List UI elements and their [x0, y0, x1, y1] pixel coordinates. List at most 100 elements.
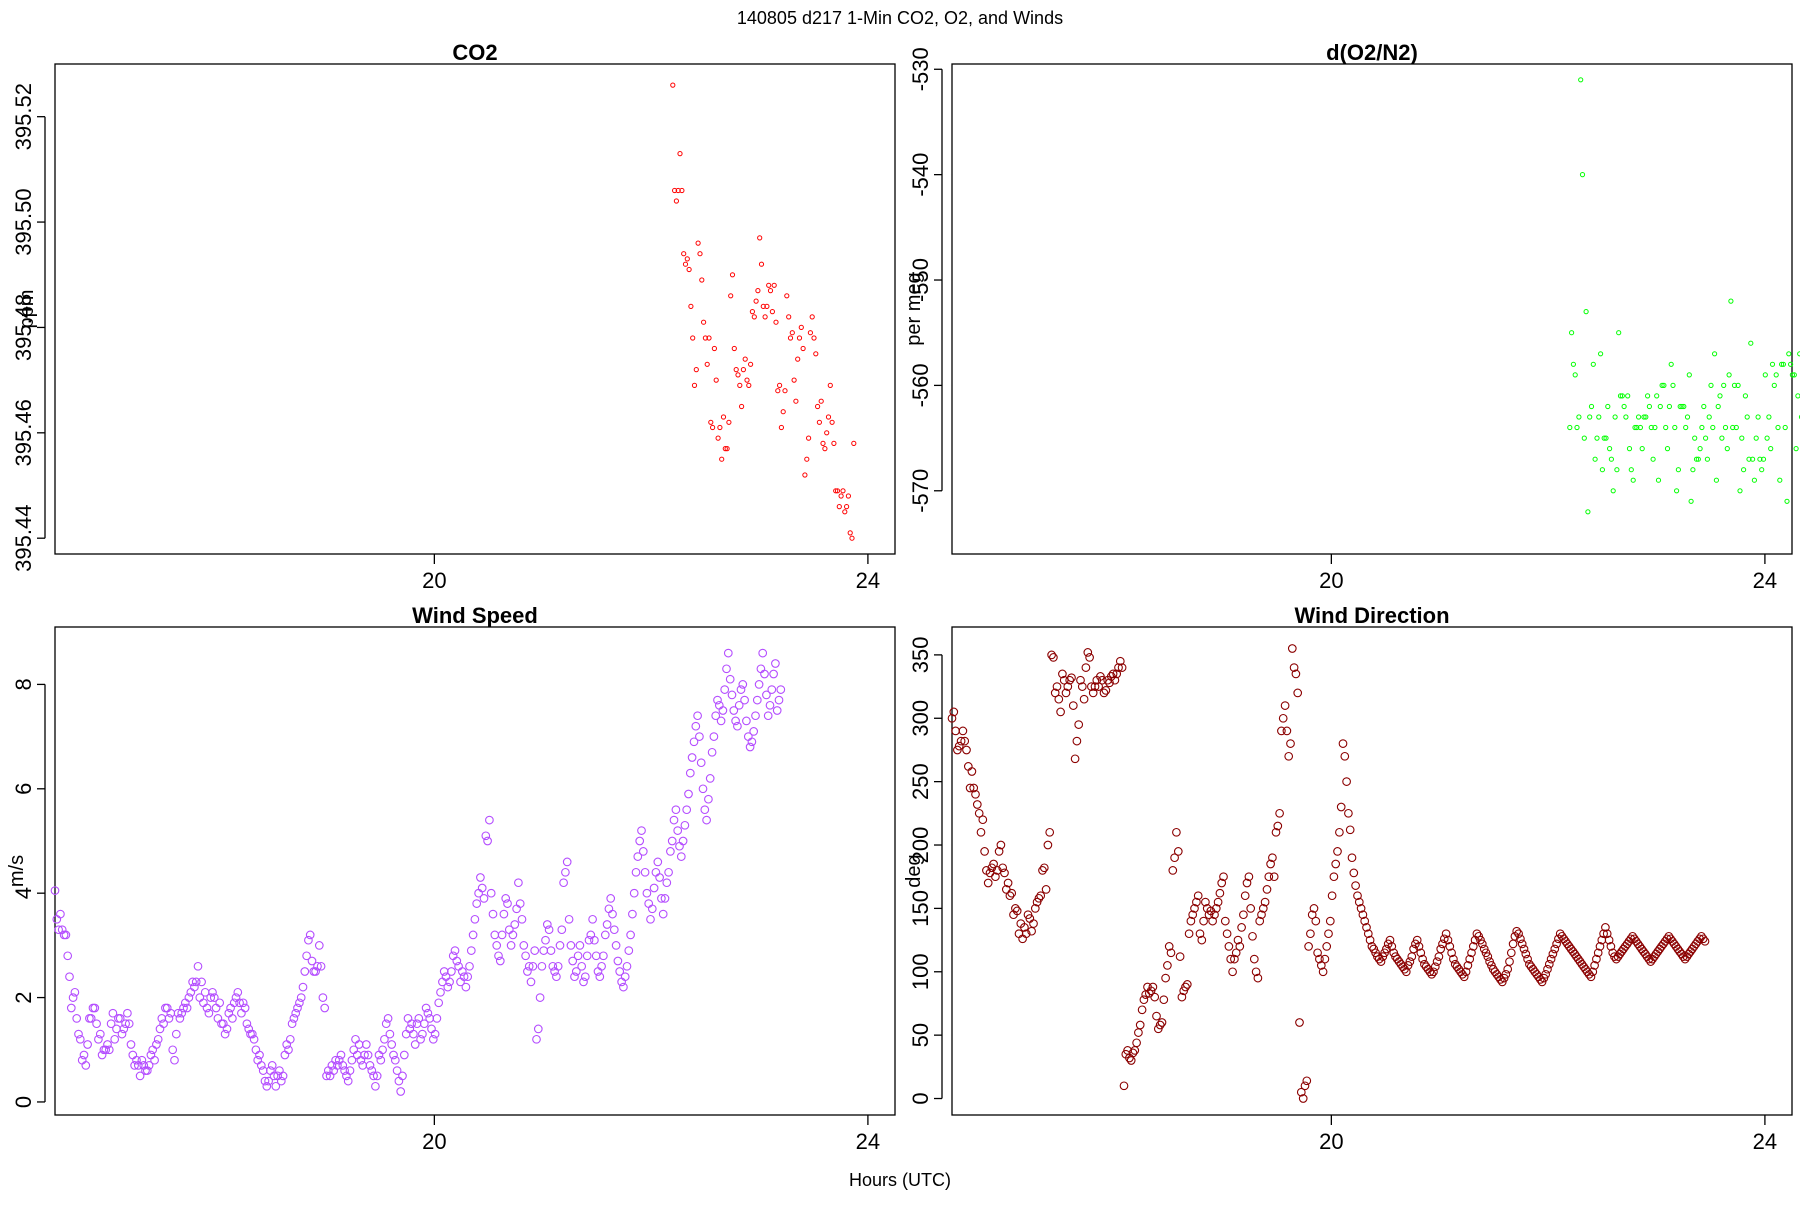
- ws-point: [608, 909, 617, 919]
- wd-point: [1418, 954, 1427, 964]
- o2-point: [1748, 340, 1754, 346]
- wd-point: [1541, 969, 1551, 979]
- wd-point: [958, 726, 968, 736]
- ws-ytick-label-3: 6: [11, 783, 36, 795]
- ws-point: [360, 1050, 369, 1060]
- wd-point: [969, 783, 979, 793]
- ws-point: [626, 930, 635, 940]
- wd-point: [1544, 959, 1554, 969]
- o2n2-ylabel: per meg: [903, 272, 925, 345]
- wd-point: [1327, 891, 1337, 901]
- wd-ytick-label-3: 150: [908, 890, 933, 927]
- ws-point: [414, 1014, 424, 1023]
- wd-point: [1061, 688, 1071, 698]
- ws-point: [104, 1045, 114, 1055]
- co2-point: [802, 472, 808, 478]
- wd-point: [1177, 992, 1187, 1002]
- ws-point: [302, 951, 311, 961]
- co2-point: [842, 509, 848, 515]
- wd-point: [1029, 919, 1038, 928]
- ws-point: [457, 967, 467, 976]
- ws-point: [410, 1040, 420, 1049]
- ws-point: [445, 977, 454, 987]
- o2-point: [1755, 414, 1761, 420]
- co2-point: [729, 272, 736, 278]
- wd-point: [1416, 948, 1426, 958]
- wd-point: [1043, 840, 1053, 850]
- ws-point: [135, 1071, 145, 1081]
- wd-point: [1356, 904, 1366, 913]
- co2-point: [831, 440, 837, 446]
- wd-point: [1282, 726, 1292, 736]
- ws-point: [499, 909, 509, 919]
- ws-point: [179, 1003, 188, 1013]
- ws-point: [271, 1081, 281, 1091]
- ws-point: [657, 894, 666, 903]
- ws-point: [514, 878, 523, 888]
- ws-point: [604, 904, 614, 914]
- o2n2-title: d(O2/N2): [1326, 40, 1418, 65]
- ws-point: [307, 956, 317, 966]
- wd-point: [1135, 1020, 1145, 1030]
- o2-point: [1739, 435, 1745, 441]
- ws-point: [722, 664, 731, 674]
- ws-point: [269, 1071, 279, 1081]
- o2-point: [1619, 393, 1625, 399]
- wd-point: [1365, 935, 1375, 945]
- o2-point: [1643, 414, 1649, 420]
- o2-point: [1659, 382, 1665, 388]
- wd-point: [1224, 942, 1234, 951]
- o2-point: [1771, 382, 1777, 388]
- ws-point: [617, 977, 626, 987]
- wd-point: [954, 741, 964, 751]
- ws-point: [758, 648, 768, 658]
- ws-point: [696, 758, 706, 768]
- wd-point: [1161, 973, 1170, 983]
- o2-point: [1608, 456, 1615, 462]
- wd-point: [1152, 1011, 1161, 1021]
- co2-point: [833, 488, 839, 494]
- ws-point: [510, 920, 520, 929]
- o2-point: [1664, 446, 1671, 452]
- wd-point: [1508, 939, 1518, 949]
- ws-point: [289, 1014, 299, 1023]
- co2-point: [816, 419, 823, 425]
- ws-point: [79, 1050, 89, 1060]
- ws-point: [738, 680, 748, 689]
- ws-point: [246, 1029, 255, 1039]
- o2-point: [1666, 403, 1673, 410]
- o2-point: [1594, 435, 1600, 441]
- co2-point: [720, 414, 727, 420]
- wd-point: [1586, 972, 1596, 982]
- ws-point: [233, 987, 243, 997]
- wd-point: [989, 859, 998, 869]
- wd-point: [1184, 929, 1194, 939]
- co2-point: [684, 256, 690, 262]
- o2-point: [1713, 477, 1720, 483]
- wd-point: [1304, 942, 1313, 951]
- wd-point: [1192, 897, 1201, 907]
- wd-point: [1432, 957, 1442, 966]
- ws-point: [490, 930, 500, 940]
- ws-point: [637, 826, 646, 835]
- ws-point: [380, 1034, 389, 1044]
- wd-point: [1166, 948, 1176, 958]
- wd-point: [1512, 926, 1522, 936]
- wd-point: [1021, 929, 1031, 939]
- wd-point: [1461, 967, 1471, 977]
- ws-point: [633, 852, 643, 861]
- wd-xtick-label-0: 20: [1319, 1129, 1343, 1154]
- co2-points: [670, 82, 857, 541]
- ws-point: [114, 1014, 123, 1023]
- ws-point: [459, 972, 469, 982]
- o2-point: [1650, 456, 1656, 462]
- o2-point: [1693, 456, 1700, 462]
- co2-title: CO2: [452, 40, 497, 65]
- o2-point: [1636, 414, 1642, 420]
- ws-point: [689, 737, 699, 747]
- ws-point: [383, 1014, 393, 1023]
- wd-point: [1516, 934, 1525, 944]
- ws-point: [110, 1034, 120, 1044]
- ws-point: [142, 1066, 152, 1075]
- co2-point: [746, 382, 752, 388]
